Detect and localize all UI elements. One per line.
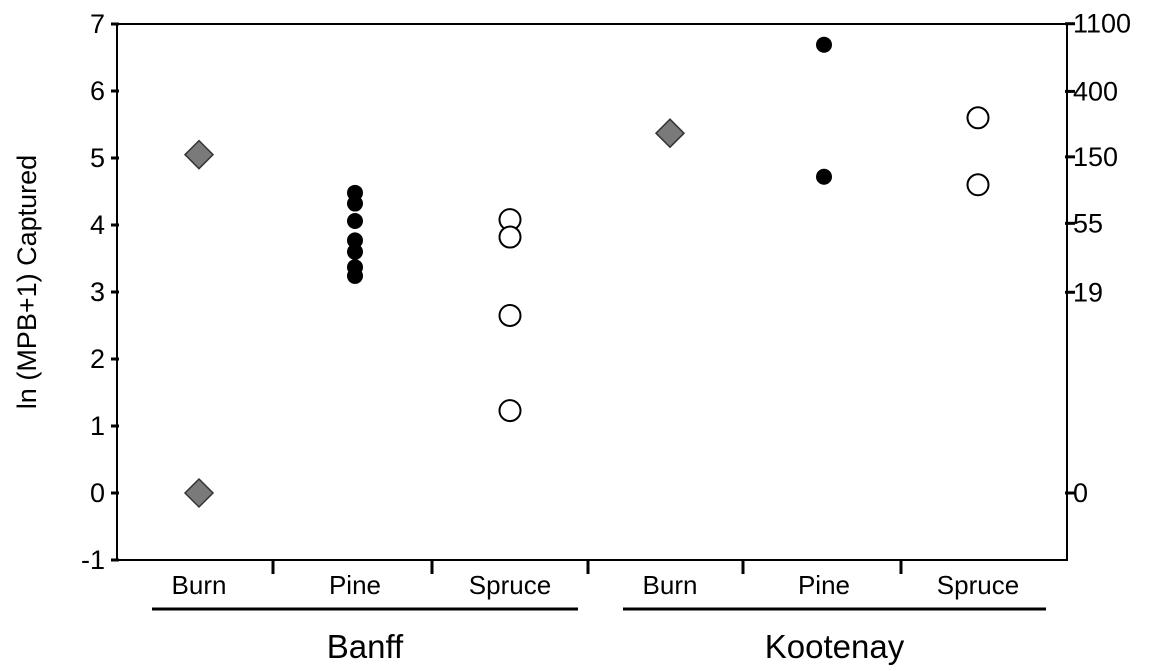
y2-tick-label: 0 [1073,478,1088,508]
data-point-diamond [656,119,684,147]
data-points [185,37,989,507]
category-label: Pine [329,570,381,600]
data-point-open-circle [500,227,521,248]
y2-tick-label: 19 [1073,277,1103,307]
y2-tick-label: 150 [1073,142,1118,172]
data-point-filled-circle [347,196,363,212]
data-point-open-circle [968,107,989,128]
y-axis-label: ln (MPB+1) Captured [12,155,42,409]
y2-tick-label: 1100 [1073,9,1131,39]
y2-tick-label: 55 [1073,208,1103,238]
category-label: Pine [798,570,850,600]
y-tick-label: 5 [90,143,105,173]
y-tick-label: 4 [90,210,105,240]
y-tick-label: 1 [90,411,105,441]
y-tick-label: -1 [81,545,105,575]
y-tick-label: 3 [90,277,105,307]
x-axis: Burn Pine Spruce Burn Pine Spruce Banff Kootena… [152,560,1046,665]
y-tick-label: 6 [90,76,105,106]
data-point-diamond [185,141,213,169]
data-point-filled-circle [347,268,363,284]
group-label: Banff [327,628,404,665]
group-label: Kootenay [765,628,905,665]
plot-border [117,24,1067,560]
data-point-filled-circle [347,244,363,260]
y2-tick-label: 400 [1073,76,1118,106]
data-point-filled-circle [816,169,832,185]
category-label: Spruce [937,570,1019,600]
category-label: Spruce [469,570,551,600]
data-point-filled-circle [816,37,832,53]
category-label: Burn [172,570,227,600]
data-point-diamond [185,479,213,507]
y-tick-label: 7 [90,9,105,39]
data-point-open-circle [500,305,521,326]
plot-frame [117,24,1067,560]
y-tick-label: 0 [90,478,105,508]
data-point-open-circle [968,174,989,195]
y-tick-label: 2 [90,344,105,374]
y-axis-left: -1 0 1 2 3 4 5 6 7 [81,9,119,575]
y-axis-right: 0 19 55 150 400 1100 [1065,9,1131,508]
category-label: Burn [643,570,698,600]
data-point-filled-circle [347,213,363,229]
data-point-open-circle [500,400,521,421]
